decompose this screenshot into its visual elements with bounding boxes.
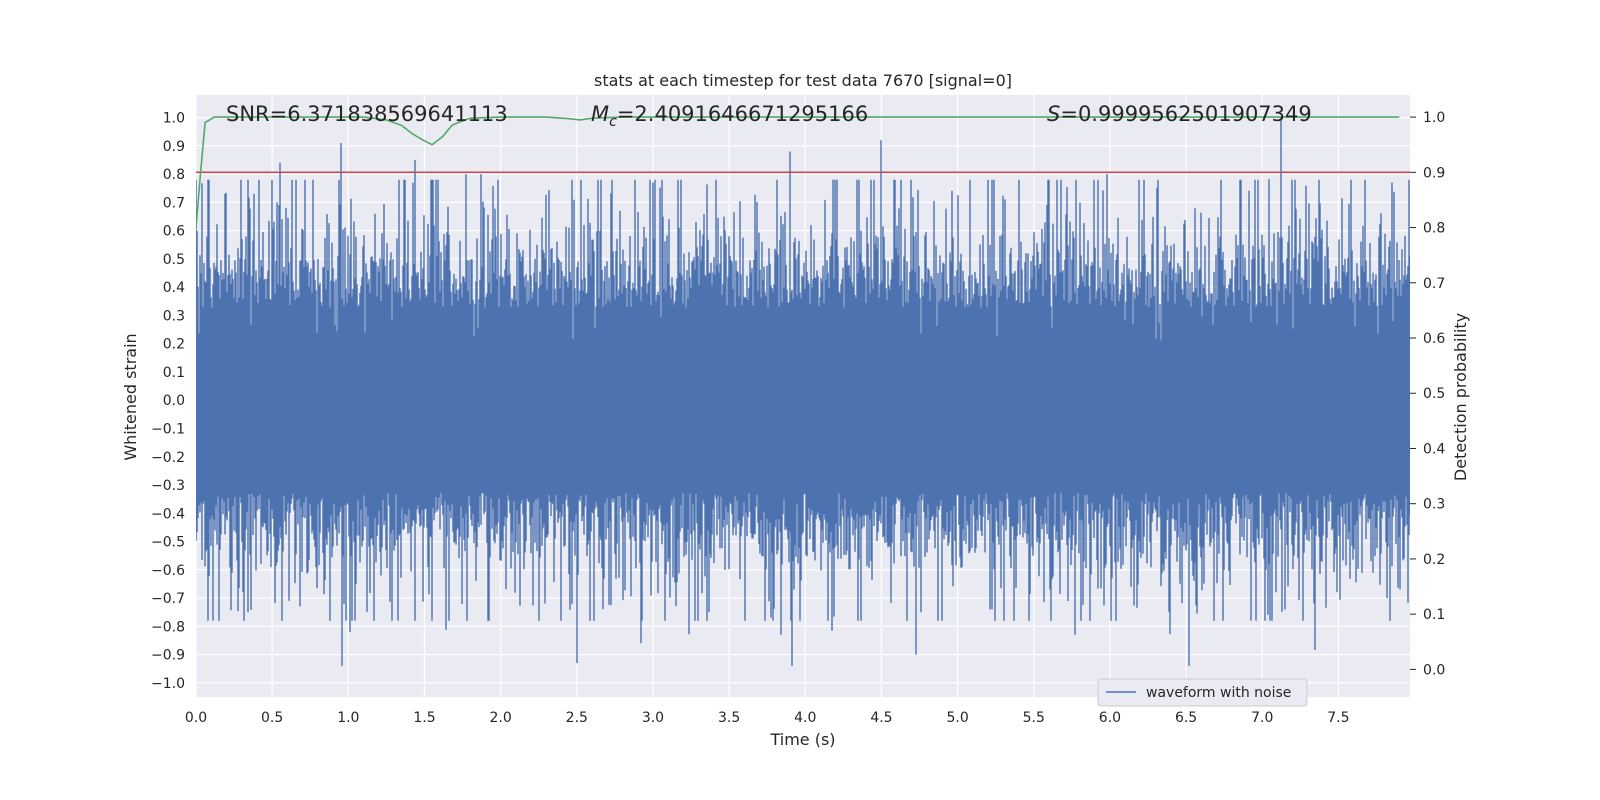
y-tick-label: 0.8 (163, 167, 185, 183)
y-tick-label: −0.1 (151, 422, 185, 438)
score-symbol: S (1047, 102, 1060, 126)
y-tick-label: 0.6 (163, 224, 185, 240)
y2-tick-label: 0.5 (1423, 386, 1445, 402)
y-axis-right: 0.0 0.1 0.2 0.3 0.4 0.5 0.6 0.7 0.8 0.9 1.0 (1410, 110, 1445, 678)
x-tick-label: 2.0 (490, 710, 512, 726)
y2-tick-label: 0.7 (1423, 276, 1445, 292)
snr-annotation: SNR=6.371838569641113 (226, 102, 508, 126)
y-tick-label: 1.0 (163, 111, 185, 127)
x-tick-label: 6.0 (1099, 710, 1121, 726)
y-tick-label: 0.3 (163, 308, 185, 324)
y-tick-label: −0.4 (151, 506, 185, 522)
y-tick-label: 0.5 (163, 252, 185, 268)
y2-tick-label: 0.4 (1423, 441, 1445, 457)
y-tick-label: −0.3 (151, 478, 185, 494)
y-axis-left: −1.0 −0.9 −0.8 −0.7 −0.6 −0.5 −0.4 −0.3 −0.2 −0.1… (151, 111, 185, 692)
y-axis-label: Whitened strain (121, 333, 140, 460)
y-tick-label: 0.1 (163, 365, 185, 381)
x-tick-label: 1.0 (337, 710, 359, 726)
y-tick-label: 0.4 (163, 280, 185, 296)
probability-series (196, 116, 1410, 228)
x-tick-label: 7.5 (1327, 710, 1349, 726)
y-tick-label: −0.8 (151, 619, 185, 635)
x-tick-label: 0.5 (261, 710, 283, 726)
chirp-mass-annotation: Mc=2.4091646671295166 (591, 102, 868, 130)
x-tick-label: 1.5 (413, 710, 435, 726)
y-tick-label: −0.6 (151, 563, 185, 579)
legend-box (1097, 678, 1308, 707)
chirp-mass-subscript: c (609, 114, 617, 130)
score-value: =0.9999562501907349 (1060, 102, 1311, 126)
y2-tick-label: 0.9 (1423, 165, 1445, 181)
legend-label: waveform with noise (1146, 685, 1291, 701)
waveform-series (196, 117, 1410, 666)
y-tick-label: −0.9 (151, 648, 185, 664)
x-tick-label: 4.0 (794, 710, 816, 726)
y2-tick-label: 0.3 (1423, 497, 1445, 513)
y-tick-label: −0.7 (151, 591, 185, 607)
y-tick-label: 0.0 (163, 393, 185, 409)
x-tick-label: 0.0 (185, 710, 207, 726)
y-tick-label: −1.0 (151, 676, 185, 692)
detection-probability-line (196, 116, 1400, 228)
chirp-mass-value: =2.4091646671295166 (617, 102, 868, 126)
x-axis-label: Time (s) (769, 730, 835, 749)
y2-tick-label: 0.0 (1423, 662, 1445, 678)
x-tick-label: 4.5 (870, 710, 892, 726)
y-tick-label: −0.2 (151, 450, 185, 466)
y-tick-label: 0.2 (163, 337, 185, 353)
y2-tick-label: 0.1 (1423, 607, 1445, 623)
y2-tick-label: 0.2 (1423, 552, 1445, 568)
score-annotation: S=0.9999562501907349 (1047, 102, 1312, 126)
x-tick-label: 2.5 (566, 710, 588, 726)
y-tick-label: −0.5 (151, 535, 185, 551)
x-tick-label: 5.0 (946, 710, 968, 726)
x-tick-label: 7.0 (1251, 710, 1273, 726)
x-tick-label: 5.5 (1023, 710, 1045, 726)
y2-tick-label: 0.8 (1423, 221, 1445, 237)
y2-tick-label: 0.6 (1423, 331, 1445, 347)
legend: waveform with noise (1097, 678, 1308, 707)
x-tick-label: 3.5 (718, 710, 740, 726)
y2-axis-label: Detection probability (1451, 313, 1470, 481)
chirp-mass-symbol: M (591, 102, 609, 126)
waveform-trace (196, 117, 1410, 666)
x-tick-label: 3.0 (642, 710, 664, 726)
y-tick-label: 0.7 (163, 195, 185, 211)
y2-tick-label: 1.0 (1423, 110, 1445, 126)
x-axis: 0.0 0.5 1.0 1.5 2.0 2.5 3.0 3.5 4.0 4.5 5.0 5.5 6.0 6… (185, 710, 1350, 726)
chart-title: stats at each timestep for test data 767… (594, 71, 1012, 90)
y-tick-label: 0.9 (163, 139, 185, 155)
x-tick-label: 6.5 (1175, 710, 1197, 726)
